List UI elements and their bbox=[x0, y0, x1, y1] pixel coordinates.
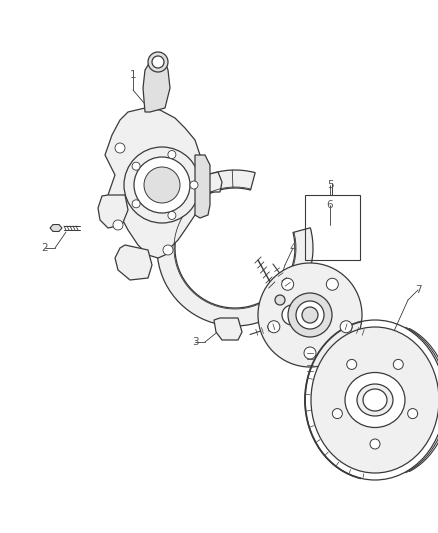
Text: 7: 7 bbox=[415, 285, 421, 295]
Polygon shape bbox=[115, 245, 152, 280]
Ellipse shape bbox=[305, 320, 438, 480]
Circle shape bbox=[152, 56, 164, 68]
Circle shape bbox=[302, 307, 318, 323]
Circle shape bbox=[304, 347, 316, 359]
Ellipse shape bbox=[363, 389, 387, 411]
Circle shape bbox=[144, 167, 180, 203]
Ellipse shape bbox=[357, 384, 393, 416]
Circle shape bbox=[275, 295, 285, 305]
Wedge shape bbox=[157, 170, 313, 326]
Text: 1: 1 bbox=[130, 70, 136, 80]
Circle shape bbox=[288, 293, 332, 337]
Circle shape bbox=[115, 143, 125, 153]
Text: 2: 2 bbox=[42, 243, 48, 253]
Polygon shape bbox=[195, 155, 210, 218]
Circle shape bbox=[296, 301, 324, 329]
Circle shape bbox=[168, 150, 176, 158]
Circle shape bbox=[408, 409, 418, 418]
Polygon shape bbox=[98, 195, 128, 228]
Text: 5: 5 bbox=[327, 180, 333, 190]
Circle shape bbox=[268, 321, 280, 333]
Circle shape bbox=[282, 278, 293, 290]
Circle shape bbox=[340, 321, 352, 333]
Text: 3: 3 bbox=[192, 337, 198, 347]
Circle shape bbox=[132, 200, 140, 208]
Ellipse shape bbox=[311, 327, 438, 473]
Text: 4: 4 bbox=[290, 243, 297, 253]
Circle shape bbox=[168, 212, 176, 220]
Circle shape bbox=[274, 297, 310, 333]
Circle shape bbox=[258, 263, 362, 367]
Circle shape bbox=[393, 359, 403, 369]
Circle shape bbox=[282, 305, 302, 325]
Polygon shape bbox=[200, 172, 222, 192]
Circle shape bbox=[132, 162, 140, 170]
Polygon shape bbox=[105, 108, 205, 258]
Polygon shape bbox=[50, 224, 62, 231]
Text: 6: 6 bbox=[327, 200, 333, 210]
Circle shape bbox=[134, 157, 190, 213]
Circle shape bbox=[148, 52, 168, 72]
Circle shape bbox=[113, 220, 123, 230]
Circle shape bbox=[190, 181, 198, 189]
Circle shape bbox=[370, 439, 380, 449]
Circle shape bbox=[326, 278, 338, 290]
Polygon shape bbox=[143, 58, 170, 112]
Ellipse shape bbox=[345, 373, 405, 427]
Polygon shape bbox=[214, 318, 242, 340]
Circle shape bbox=[347, 359, 357, 369]
Circle shape bbox=[124, 147, 200, 223]
Circle shape bbox=[163, 245, 173, 255]
Circle shape bbox=[332, 409, 343, 418]
